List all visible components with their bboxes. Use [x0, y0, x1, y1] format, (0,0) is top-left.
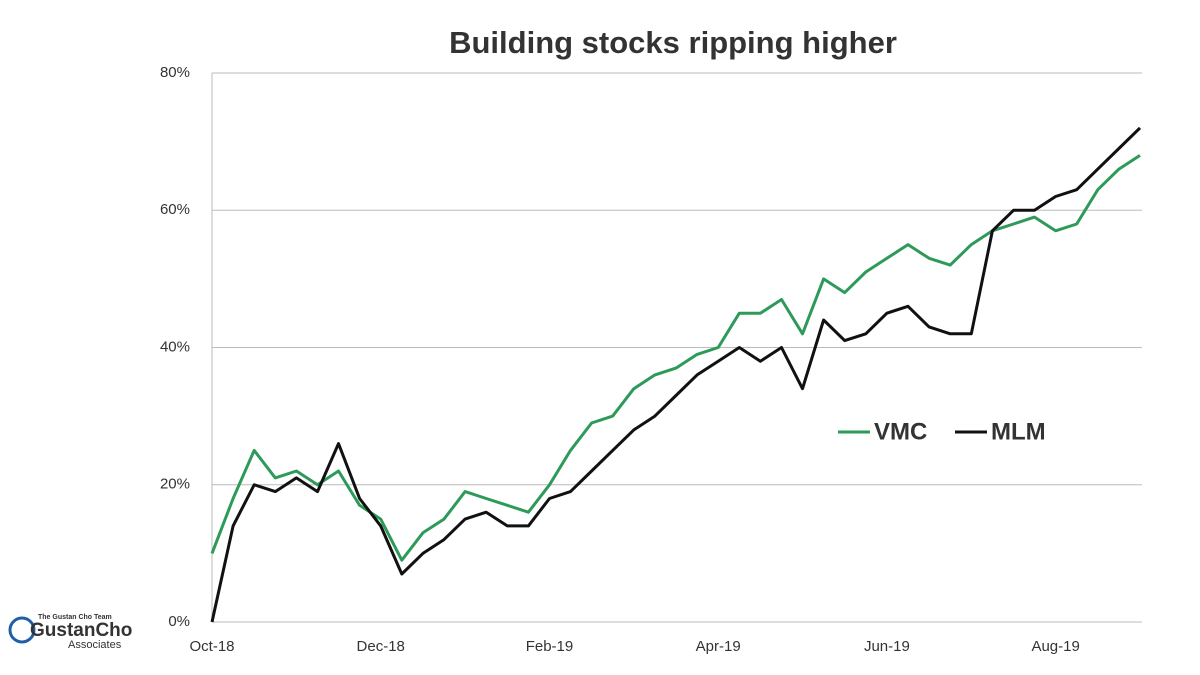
x-tick-label: Dec-18 — [357, 638, 405, 655]
logo-ring — [8, 616, 36, 644]
chart-title: Building stocks ripping higher — [449, 25, 897, 60]
series-line — [210, 126, 1142, 623]
logo: The Gustan Cho Team GustanCho Associates — [8, 614, 132, 651]
logo-name: GustanCho — [30, 620, 132, 641]
y-tick-label: 60% — [160, 201, 190, 218]
x-tick-label: Feb-19 — [526, 638, 574, 655]
x-tick-label: Oct-18 — [189, 638, 234, 655]
y-tick-label: 80% — [160, 64, 190, 81]
series-line — [210, 154, 1141, 562]
x-tick-label: Apr-19 — [696, 638, 741, 655]
logo-sub: Associates — [68, 639, 122, 651]
x-tick-label: Jun-19 — [864, 638, 910, 655]
y-tick-label: 20% — [160, 476, 190, 493]
y-tick-label: 0% — [168, 613, 190, 630]
legend-label: VMC — [874, 418, 927, 445]
legend-label: MLM — [991, 418, 1046, 445]
y-tick-label: 40% — [160, 338, 190, 355]
logo-team: The Gustan Cho Team — [38, 614, 112, 621]
x-tick-label: Aug-19 — [1031, 638, 1079, 655]
